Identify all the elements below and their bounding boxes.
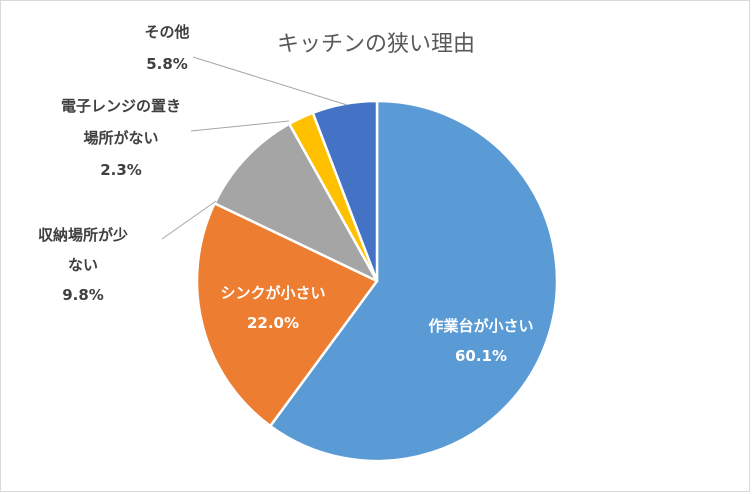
data-label-value-2: 22.0% xyxy=(247,314,299,332)
data-label-value-4: 2.3% xyxy=(100,161,142,179)
data-label-category-2: シンクが小さい xyxy=(220,284,325,302)
data-label-value-3: 9.8% xyxy=(62,286,104,304)
leader-line-4 xyxy=(190,120,290,132)
leader-line-5 xyxy=(192,56,348,106)
leader-line-3 xyxy=(161,200,217,240)
data-label-category-3: 収納場所が少 xyxy=(38,226,128,244)
pie-slice-1 xyxy=(269,99,559,463)
data-label-category-3: ない xyxy=(68,256,98,274)
data-label-category-4: 場所がない xyxy=(83,129,158,147)
data-label-value-5: 5.8% xyxy=(146,55,188,73)
pie-slice-3 xyxy=(213,122,379,283)
data-label-category-1: 作業台が小さい xyxy=(428,317,533,335)
chart-title: キッチンの狭い理由 xyxy=(277,32,475,57)
data-label-category-4: 電子レンジの置き xyxy=(61,97,181,115)
data-label-value-1: 60.1% xyxy=(455,347,507,365)
data-label-category-5: その他 xyxy=(144,23,189,41)
pie-slice-2 xyxy=(195,202,379,428)
